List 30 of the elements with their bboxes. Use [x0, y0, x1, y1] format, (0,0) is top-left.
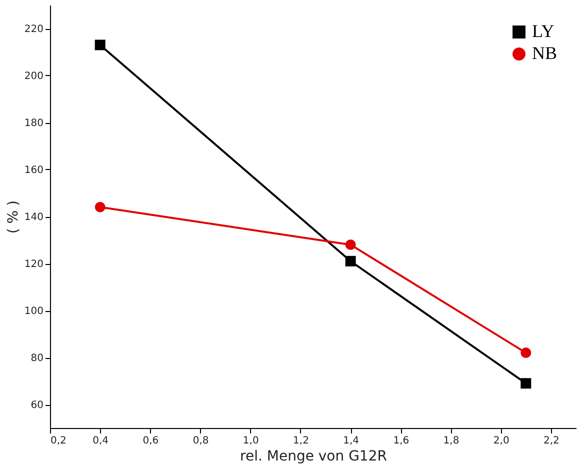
y-tick-label: 200 [24, 71, 44, 82]
x-tick-label: 1,8 [443, 436, 460, 446]
legend-label: NB [532, 43, 558, 63]
point [345, 256, 356, 266]
x-tick-label: 0,6 [142, 436, 159, 446]
y-tick-label: 220 [24, 24, 44, 35]
x-tick-label: 0,2 [50, 436, 66, 446]
x-axis-title: rel. Menge von G12R [240, 448, 388, 464]
x-tick-label: 2,2 [544, 436, 560, 446]
y-tick-label: 180 [24, 118, 44, 129]
x-tick-label: 1,2 [293, 436, 309, 446]
point [520, 348, 532, 358]
x-tick-label: 1,6 [393, 436, 410, 446]
y-tick-label: 140 [24, 212, 44, 223]
x-tick-label: 2,0 [493, 436, 510, 446]
x-tick-label: 0,8 [192, 436, 209, 446]
point [94, 40, 106, 50]
legend-label: LY [532, 21, 554, 41]
y-tick-label: 60 [30, 400, 44, 411]
point [94, 202, 106, 212]
y-axis-title: ( % ) [5, 200, 22, 234]
y-tick-label: 160 [24, 165, 44, 176]
point [520, 378, 532, 389]
y-tick-label: 120 [24, 259, 44, 270]
point [345, 239, 356, 250]
x-tick-label: 1,4 [343, 436, 360, 446]
y-tick-label: 100 [24, 306, 44, 317]
x-tick-label: 0,4 [92, 436, 109, 446]
y-tick-label: 80 [30, 353, 44, 364]
x-tick-label: 1,0 [242, 436, 259, 446]
